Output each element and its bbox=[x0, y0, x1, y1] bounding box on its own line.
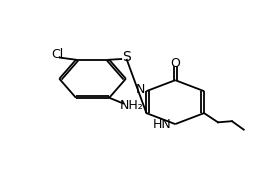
Text: NH₂: NH₂ bbox=[120, 99, 144, 112]
Text: O: O bbox=[170, 57, 180, 70]
Text: Cl: Cl bbox=[52, 48, 64, 61]
Text: S: S bbox=[122, 50, 131, 64]
Text: HN: HN bbox=[153, 118, 172, 131]
Text: N: N bbox=[136, 82, 145, 95]
